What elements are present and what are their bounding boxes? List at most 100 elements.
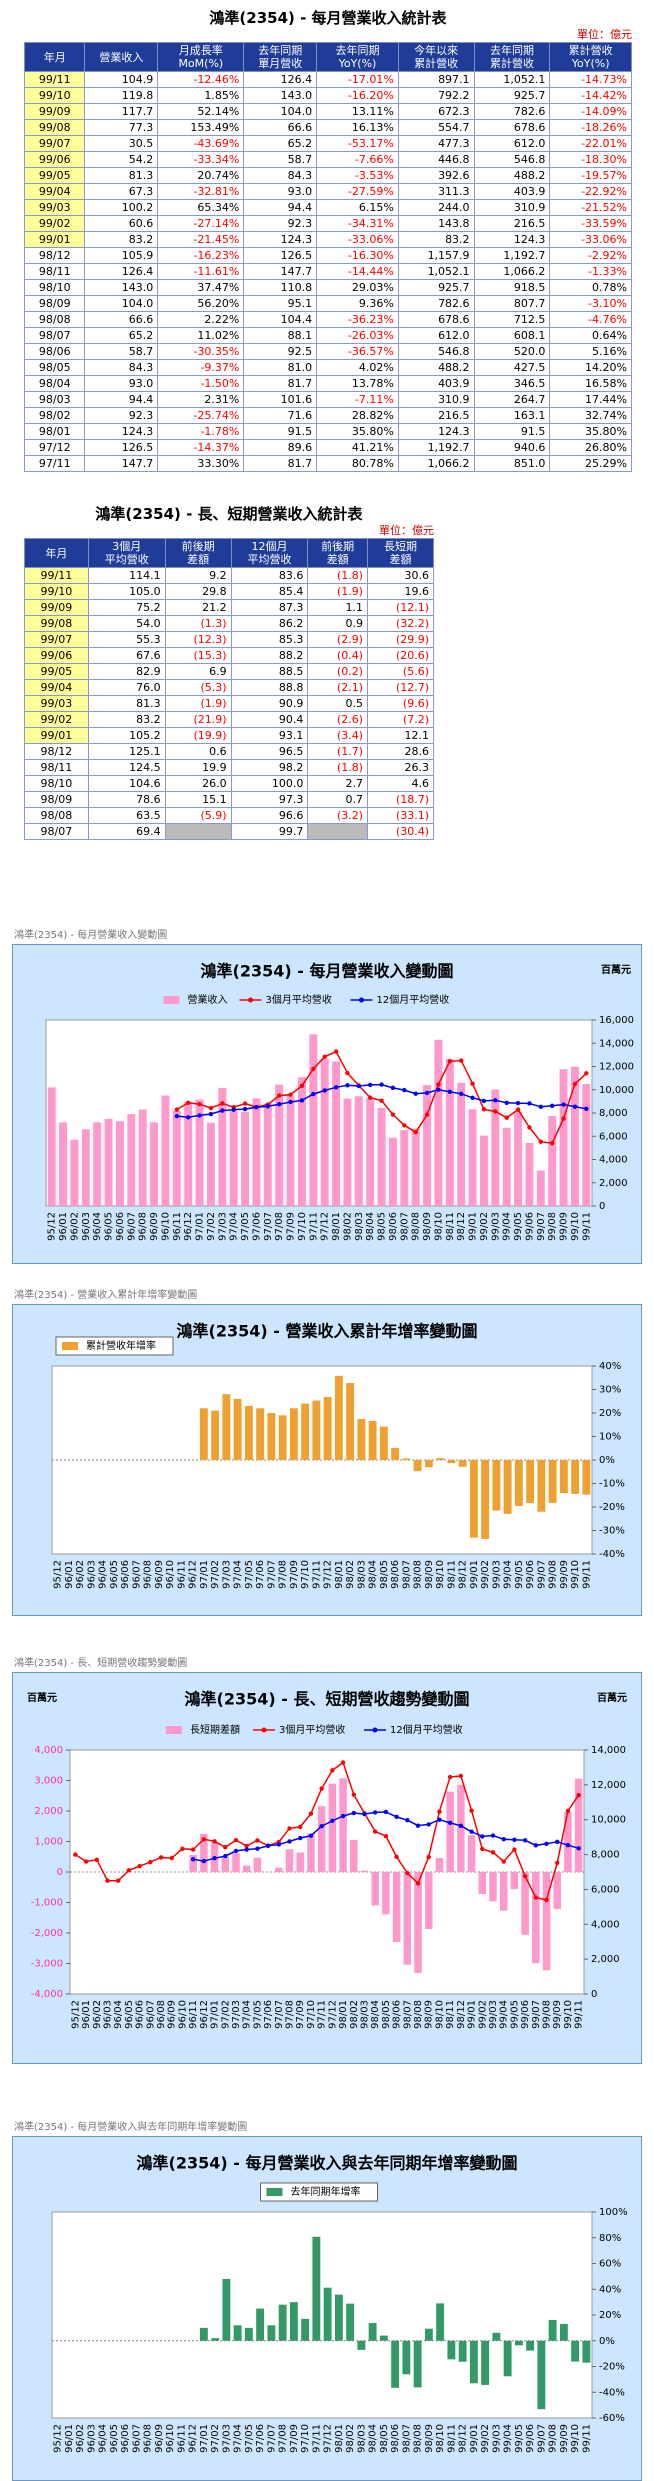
table-cell: 0.6 bbox=[164, 743, 232, 760]
table-cell: -16.30% bbox=[316, 247, 399, 264]
marker bbox=[201, 1837, 207, 1842]
marker bbox=[287, 1826, 292, 1831]
x-tick-label: 99/11 bbox=[574, 2000, 585, 2029]
x-tick-label: 96/11 bbox=[176, 2424, 187, 2453]
table-cell: 80.78% bbox=[316, 455, 399, 472]
marker bbox=[394, 1814, 399, 1820]
marker bbox=[105, 1878, 110, 1883]
table-cell: -18.30% bbox=[549, 151, 632, 168]
table-row: 99/02 83.2 (21.9) 90.4 (2.6) (7.2) bbox=[24, 711, 435, 728]
table-cell: -22.01% bbox=[549, 135, 632, 152]
bar bbox=[242, 1865, 251, 1872]
table-cell: 85.3 bbox=[230, 631, 309, 648]
table-cell: 100.2 bbox=[84, 199, 159, 216]
table-row: 98/05 84.3 -9.37% 81.0 4.02% 488.2 427.5 14.20% bbox=[23, 359, 632, 376]
marker bbox=[201, 1858, 207, 1864]
bar bbox=[346, 2303, 355, 2341]
x-tick-label: 98/07 bbox=[399, 1212, 410, 1241]
table-cell: 126.5 bbox=[84, 439, 159, 456]
marker bbox=[190, 1847, 196, 1852]
bar bbox=[334, 1375, 343, 1460]
bar bbox=[150, 1122, 159, 1206]
table-cell: 782.6 bbox=[397, 295, 475, 312]
header-line: 3個月 bbox=[112, 540, 142, 553]
bar bbox=[447, 1460, 456, 1464]
table-cell: 90.4 bbox=[230, 711, 309, 728]
table-cell: 98/09 bbox=[23, 295, 86, 312]
x-tick-label: 97/06 bbox=[251, 1212, 262, 1241]
x-tick-label: 96/04 bbox=[92, 1212, 103, 1241]
table-cell: 546.8 bbox=[473, 151, 551, 168]
table-cell: 98/12 bbox=[24, 743, 89, 760]
y-tick-label: 2,000 bbox=[34, 1806, 63, 1817]
x-tick-label: 97/10 bbox=[300, 2424, 311, 2453]
y-tick-label: 4,000 bbox=[599, 1155, 628, 1166]
y-tick-label: 3,000 bbox=[34, 1776, 63, 1787]
marker bbox=[137, 1863, 142, 1869]
table-cell: 98/09 bbox=[24, 791, 89, 808]
x-tick-label: 97/02 bbox=[210, 2424, 221, 2453]
table-cell: 83.2 bbox=[87, 711, 166, 728]
table-cell: -27.59% bbox=[316, 183, 399, 200]
x-tick-label: 98/02 bbox=[345, 1560, 356, 1589]
y-tick-label: -60% bbox=[599, 2413, 625, 2424]
y-tick-label: -2,000 bbox=[31, 1928, 63, 1939]
marker bbox=[458, 1823, 464, 1829]
table-cell: 21.2 bbox=[164, 599, 232, 616]
marker bbox=[276, 1093, 282, 1098]
table-cell: 66.6 bbox=[84, 311, 159, 328]
table-cell: 4.6 bbox=[366, 775, 435, 792]
bar bbox=[278, 1415, 287, 1460]
marker bbox=[362, 1811, 367, 1817]
table-cell: 93.0 bbox=[84, 375, 159, 392]
x-tick-label: 98/02 bbox=[342, 1212, 353, 1241]
table: 年月 3個月 平均營收 前後期 差額 12個月 平均營收 前後期 差額 長短期 差額 99/11 114… bbox=[24, 538, 435, 840]
x-tick-label: 99/06 bbox=[524, 1212, 535, 1241]
marker bbox=[480, 1846, 485, 1852]
table-cell: 114.1 bbox=[87, 567, 166, 584]
table-cell: 104.9 bbox=[84, 71, 159, 88]
marker bbox=[458, 1773, 464, 1779]
bar bbox=[436, 1458, 445, 1460]
marker bbox=[330, 1818, 335, 1823]
table-cell: 143.8 bbox=[397, 215, 475, 232]
legend-label: 長短期差額 bbox=[190, 1723, 240, 1736]
marker bbox=[298, 1835, 303, 1841]
bar bbox=[301, 1403, 310, 1460]
marker bbox=[333, 1085, 339, 1090]
y-unit: 百萬元 bbox=[27, 1691, 57, 1704]
marker bbox=[565, 1842, 571, 1848]
x-tick-label: 99/11 bbox=[581, 2424, 592, 2453]
bar bbox=[491, 1089, 500, 1206]
y-tick-label: 30% bbox=[599, 1385, 621, 1396]
x-tick-label: 96/05 bbox=[109, 2424, 120, 2453]
table-cell: 87.3 bbox=[230, 599, 309, 616]
x-tick-label: 97/07 bbox=[266, 2424, 277, 2453]
table-cell: 0.5 bbox=[307, 695, 368, 712]
table-cell: -43.69% bbox=[157, 135, 245, 152]
x-tick-label: 97/07 bbox=[266, 1560, 277, 1589]
bar bbox=[244, 2327, 253, 2341]
table-row: 99/04 76.0 (5.3) 88.8 (2.1) (12.7) bbox=[24, 679, 435, 696]
x-tick-label: 96/10 bbox=[177, 2000, 188, 2029]
table-cell: 403.9 bbox=[473, 183, 551, 200]
table-cell: 54.0 bbox=[87, 615, 166, 632]
y-tick-label: -40% bbox=[599, 1549, 625, 1560]
bar bbox=[521, 1872, 529, 1935]
table-row: 98/08 63.5 (5.9) 96.6 (3.2) (33.1) bbox=[24, 807, 435, 824]
table-cell: 92.5 bbox=[243, 343, 318, 360]
table-unit: 單位：億元 bbox=[379, 524, 434, 537]
bar bbox=[241, 1111, 250, 1206]
x-tick-label: 96/04 bbox=[98, 2424, 109, 2453]
marker bbox=[223, 1844, 228, 1850]
table-title: 鴻準(2354) - 每月營業收入統計表 bbox=[209, 9, 447, 27]
marker bbox=[383, 1833, 389, 1839]
x-tick-label: 97/10 bbox=[300, 1560, 311, 1589]
table-cell: 99/03 bbox=[23, 199, 86, 216]
table-cell: 216.5 bbox=[473, 215, 551, 232]
table-cell: 81.7 bbox=[243, 455, 318, 472]
marker bbox=[490, 1833, 496, 1838]
table-row: 99/05 81.3 20.74% 84.3 -3.53% 392.6 488.2 -19.5… bbox=[23, 167, 632, 184]
marker bbox=[345, 1083, 350, 1088]
legend-marker bbox=[359, 997, 364, 1003]
